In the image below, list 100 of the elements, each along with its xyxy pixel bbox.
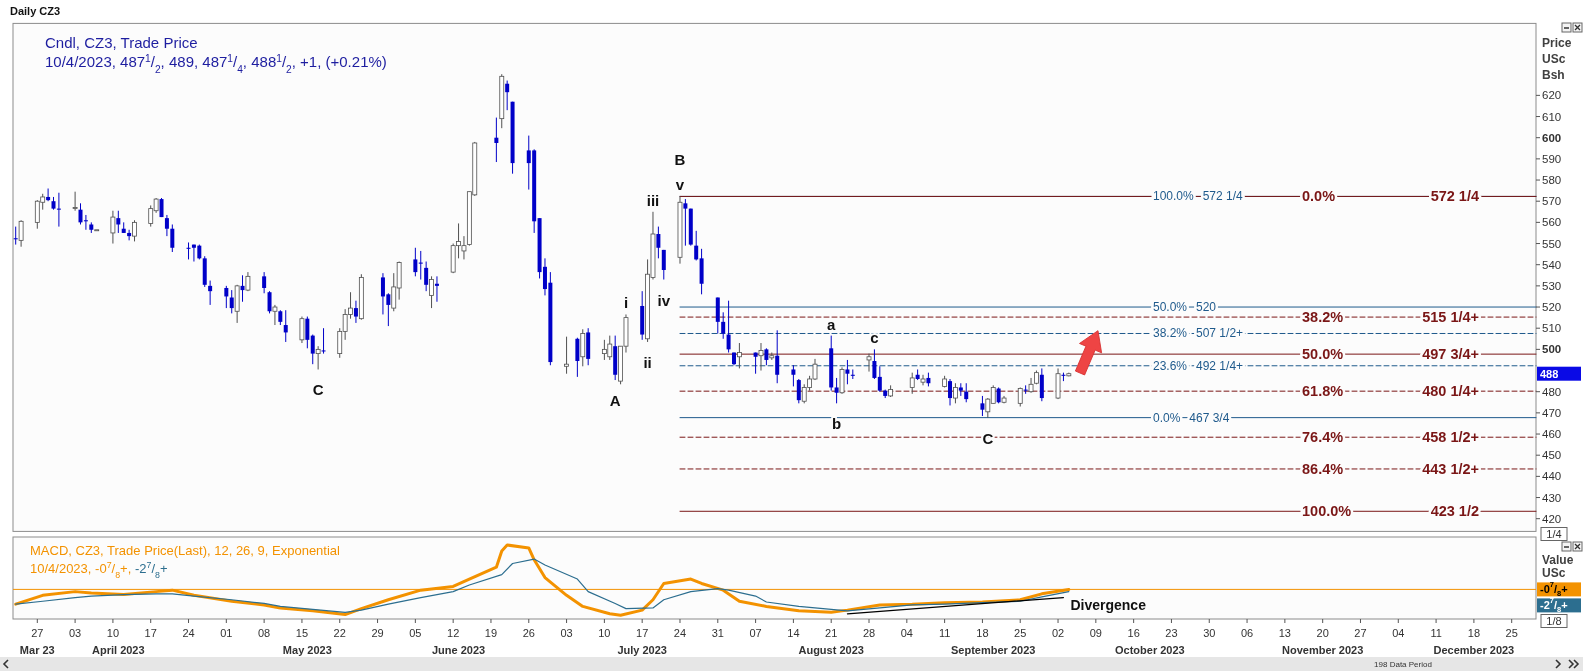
text: 38.2% 515 1/4+	[1302, 309, 1480, 326]
chart-title: Daily CZ3	[10, 5, 61, 17]
x-tick-label: 20	[1316, 627, 1329, 639]
y-tick-label: 420	[1542, 512, 1562, 525]
annotation: c	[870, 328, 879, 346]
y-tick-label: 450	[1542, 449, 1562, 462]
text: -0$^{7}$/$_{8}$+	[1540, 580, 1568, 599]
y-tick-label: 480	[1542, 385, 1562, 398]
x-tick-label: 31	[711, 627, 724, 639]
x-tick-label: 09	[1089, 627, 1102, 639]
x-tick-label: 30	[1203, 627, 1216, 639]
x-tick-label: 17	[144, 627, 157, 639]
text: 50.0% 497 3/4+	[1302, 346, 1480, 363]
annotation: B	[674, 150, 686, 168]
x-tick-label: 22	[333, 627, 346, 639]
series-label: 0.0% 467 3/4	[1153, 410, 1230, 425]
text: 0.0% 572 1/4	[1302, 188, 1480, 205]
annotation: b	[832, 414, 842, 432]
x-tick-label: 04	[900, 627, 913, 639]
x-tick-label: 04	[1392, 627, 1405, 639]
annotation: A	[609, 391, 621, 409]
x2-tick-label: April 2023	[92, 644, 145, 656]
y-tick-label: 550	[1542, 237, 1562, 250]
x-tick-label: 24	[673, 627, 687, 639]
x-tick-label: 19	[484, 627, 498, 639]
annotation: 10/4/2023, -0$^{7}$/$_{8}$+,	[30, 560, 132, 580]
text: Cndl, CZ3, Trade Price	[45, 34, 198, 51]
x-tick-label: 15	[295, 627, 309, 639]
y-tick-label: 460	[1542, 428, 1562, 441]
annotation: iv	[657, 291, 671, 309]
text: 61.8% 480 1/4+	[1302, 383, 1480, 400]
chart-title: MACD, CZ3, Trade Price(Last), 12, 26, 9, Exponential	[30, 543, 341, 558]
series-label: 100.0% 572 1/4	[1153, 189, 1244, 204]
x-tick-label: 25	[1014, 627, 1027, 639]
x-tick-label: 03	[560, 627, 573, 639]
x2-tick-label: August 2023	[798, 644, 864, 656]
x-tick-label: 26	[522, 627, 535, 639]
x2-tick-label: July 2023	[617, 644, 667, 656]
y-tick-label: 470	[1542, 406, 1562, 419]
x-tick-label: 08	[258, 627, 271, 639]
x-tick-label: 18	[1467, 627, 1481, 639]
x-tick-label: 27	[1354, 627, 1367, 639]
x-tick-label: 17	[636, 627, 649, 639]
y-tick-label: 440	[1542, 470, 1562, 483]
annotation: C	[312, 380, 324, 398]
annotation: ii	[643, 353, 652, 371]
x-tick-label: 16	[1127, 627, 1140, 639]
y-tick-label: 500	[1542, 343, 1562, 356]
annotation: v	[675, 175, 685, 193]
x-tick-label: 01	[220, 627, 233, 639]
y-tick-label: 520	[1542, 301, 1562, 314]
text: -2$^{7}$/$_{8}$+	[1540, 596, 1568, 615]
y-tick-label: 590	[1542, 152, 1562, 165]
series-label: 23.6% 492 1/4+	[1153, 358, 1244, 373]
x2-tick-label: June 2023	[431, 644, 486, 656]
y-tick-label: 620	[1542, 89, 1562, 102]
y-tick-label: 570	[1542, 195, 1562, 208]
y-tick-label: 430	[1542, 491, 1562, 504]
x-tick-label: 13	[1278, 627, 1291, 639]
text: 1/8	[1546, 615, 1562, 627]
annotation: Divergence	[1070, 596, 1147, 613]
x-tick-label: 18	[976, 627, 989, 639]
x-tick-label: 21	[825, 627, 838, 639]
x-tick-label: 10	[598, 627, 611, 639]
x-tick-label: 23	[1165, 627, 1178, 639]
x-tick-label: 29	[371, 627, 384, 639]
text: 76.4% 458 1/2+	[1302, 429, 1480, 446]
y-tick-label: 610	[1542, 110, 1562, 123]
x-tick-label: 10	[106, 627, 120, 639]
y-tick-label: 580	[1542, 174, 1562, 187]
x-tick-label: 07	[749, 627, 762, 639]
annotation: i	[623, 293, 629, 311]
text: 488	[1540, 367, 1559, 380]
x-tick-label: 02	[1051, 627, 1065, 639]
annotation: -2$^{7}$/$_{8}$+	[134, 560, 168, 580]
x2-tick-label: November 2023	[1282, 644, 1364, 656]
x2-tick-label: October 2023	[1115, 644, 1185, 656]
y-axis-title: Value USc	[1542, 553, 1574, 580]
text: 10/4/2023, 487$^{1}$/$_{2}$, 489, 487$^{1}$/$_{4}$, 488$^{1}$/$_{2}$, +1, (+0.21%)	[45, 52, 387, 75]
x-tick-label: 25	[1505, 627, 1518, 639]
annotation: iii	[646, 191, 660, 209]
x-tick-label: 11	[1430, 627, 1442, 639]
text: 86.4% 443 1/2+	[1302, 460, 1480, 477]
x-tick-label: 27	[31, 627, 44, 639]
text: 198 Data Period	[1374, 659, 1432, 669]
text: 100.0% 423 1/2	[1302, 503, 1480, 520]
series-label: 38.2% 507 1/2+	[1153, 326, 1244, 341]
x-tick-label: 05	[409, 627, 422, 639]
x2-tick-label: September 2023	[951, 644, 1036, 656]
x-tick-label: 28	[862, 627, 876, 639]
y-tick-label: 510	[1542, 322, 1562, 335]
series-label: 50.0% 520	[1153, 300, 1217, 315]
y-tick-label: 530	[1542, 279, 1562, 292]
x-tick-label: 12	[447, 627, 460, 639]
y-tick-label: 600	[1542, 131, 1562, 144]
x-tick-label: 14	[787, 627, 800, 639]
x2-tick-label: Mar 23	[19, 644, 55, 656]
y-axis-title: Price USc Bsh	[1542, 36, 1572, 82]
y-tick-label: 540	[1542, 258, 1562, 271]
y-tick-label: 560	[1542, 216, 1562, 229]
